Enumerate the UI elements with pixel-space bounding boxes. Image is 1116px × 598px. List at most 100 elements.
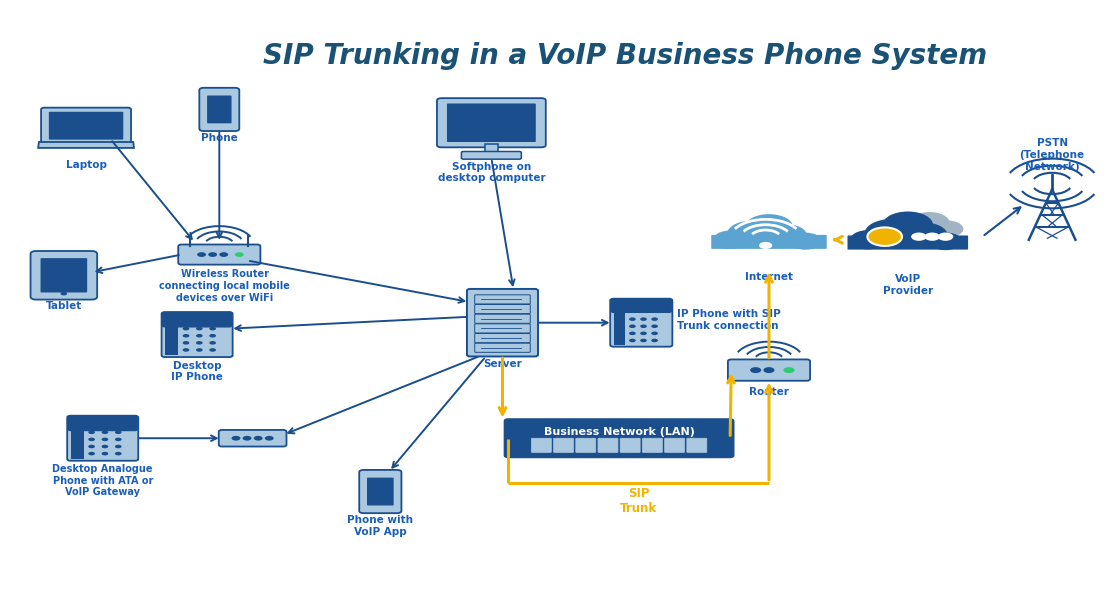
Circle shape — [629, 338, 636, 342]
Circle shape — [115, 431, 122, 434]
FancyBboxPatch shape — [49, 112, 123, 139]
Circle shape — [867, 227, 902, 246]
Circle shape — [652, 331, 658, 335]
FancyBboxPatch shape — [466, 289, 538, 356]
FancyBboxPatch shape — [554, 438, 574, 453]
FancyBboxPatch shape — [598, 438, 618, 453]
Text: IP Phone with SIP
Trunk connection: IP Phone with SIP Trunk connection — [676, 309, 780, 331]
Circle shape — [253, 436, 262, 441]
Circle shape — [183, 327, 190, 331]
Text: Internet: Internet — [745, 272, 793, 282]
FancyBboxPatch shape — [179, 245, 260, 265]
FancyBboxPatch shape — [446, 103, 536, 142]
Circle shape — [196, 348, 203, 352]
FancyBboxPatch shape — [67, 416, 138, 460]
FancyBboxPatch shape — [576, 438, 596, 453]
FancyBboxPatch shape — [614, 300, 625, 345]
FancyBboxPatch shape — [474, 334, 530, 343]
Text: Phone: Phone — [201, 133, 238, 143]
Circle shape — [88, 431, 95, 434]
FancyBboxPatch shape — [359, 470, 402, 513]
FancyBboxPatch shape — [461, 151, 521, 159]
Circle shape — [641, 338, 647, 342]
Circle shape — [183, 348, 190, 352]
Circle shape — [102, 452, 108, 456]
Circle shape — [764, 224, 807, 247]
FancyBboxPatch shape — [162, 312, 232, 357]
FancyBboxPatch shape — [219, 430, 287, 447]
Circle shape — [183, 341, 190, 344]
Circle shape — [899, 222, 947, 248]
Circle shape — [763, 367, 775, 373]
FancyBboxPatch shape — [620, 438, 641, 453]
FancyBboxPatch shape — [665, 438, 684, 453]
Circle shape — [231, 436, 240, 441]
Circle shape — [641, 325, 647, 328]
Circle shape — [210, 348, 217, 352]
FancyBboxPatch shape — [531, 438, 551, 453]
Circle shape — [745, 214, 793, 240]
Circle shape — [910, 212, 950, 234]
Circle shape — [652, 338, 658, 342]
Circle shape — [88, 452, 95, 456]
FancyBboxPatch shape — [847, 236, 968, 249]
Circle shape — [115, 452, 122, 456]
Circle shape — [759, 242, 772, 249]
FancyBboxPatch shape — [68, 416, 137, 431]
Circle shape — [652, 318, 658, 321]
FancyBboxPatch shape — [711, 235, 827, 249]
Circle shape — [883, 212, 933, 239]
Circle shape — [102, 431, 108, 434]
Circle shape — [209, 252, 218, 257]
Text: PSTN
(Telephone
Network): PSTN (Telephone Network) — [1020, 138, 1085, 172]
Text: SIP Trunking in a VoIP Business Phone System: SIP Trunking in a VoIP Business Phone Sy… — [262, 42, 987, 70]
Circle shape — [88, 438, 95, 441]
FancyBboxPatch shape — [208, 96, 231, 123]
Text: Business Network (LAN): Business Network (LAN) — [543, 428, 694, 437]
Circle shape — [911, 233, 926, 241]
Circle shape — [713, 230, 748, 249]
Circle shape — [102, 445, 108, 448]
Circle shape — [865, 219, 920, 248]
Circle shape — [102, 438, 108, 441]
Circle shape — [220, 252, 228, 257]
FancyBboxPatch shape — [474, 295, 530, 304]
Circle shape — [641, 331, 647, 335]
Circle shape — [641, 318, 647, 321]
Circle shape — [60, 292, 67, 295]
Text: Desktop Analogue
Phone with ATA or
VoIP Gateway: Desktop Analogue Phone with ATA or VoIP … — [52, 464, 153, 498]
Circle shape — [652, 325, 658, 328]
FancyBboxPatch shape — [200, 88, 239, 131]
FancyBboxPatch shape — [367, 478, 394, 505]
Text: Softphone on
desktop computer: Softphone on desktop computer — [437, 161, 546, 183]
Circle shape — [210, 327, 217, 331]
Circle shape — [210, 334, 217, 337]
Circle shape — [115, 438, 122, 441]
Circle shape — [196, 341, 203, 344]
Circle shape — [727, 221, 778, 248]
Text: Server: Server — [483, 359, 522, 370]
Circle shape — [242, 436, 251, 441]
Text: VoIP
Provider: VoIP Provider — [883, 274, 933, 296]
Circle shape — [922, 227, 951, 243]
Text: SIP
Trunk: SIP Trunk — [620, 487, 657, 515]
FancyBboxPatch shape — [474, 343, 530, 352]
Circle shape — [629, 325, 636, 328]
Circle shape — [183, 334, 190, 337]
FancyBboxPatch shape — [728, 359, 810, 381]
Text: Desktop
IP Phone: Desktop IP Phone — [171, 361, 223, 382]
FancyBboxPatch shape — [474, 304, 530, 313]
FancyBboxPatch shape — [610, 299, 672, 347]
Circle shape — [932, 221, 963, 237]
Circle shape — [196, 334, 203, 337]
Circle shape — [88, 445, 95, 448]
Circle shape — [924, 233, 940, 241]
FancyBboxPatch shape — [474, 314, 530, 324]
FancyBboxPatch shape — [41, 108, 131, 144]
FancyBboxPatch shape — [643, 438, 663, 453]
Circle shape — [850, 230, 886, 249]
FancyBboxPatch shape — [70, 417, 84, 459]
Circle shape — [937, 233, 953, 241]
FancyBboxPatch shape — [40, 258, 87, 292]
FancyBboxPatch shape — [686, 438, 706, 453]
